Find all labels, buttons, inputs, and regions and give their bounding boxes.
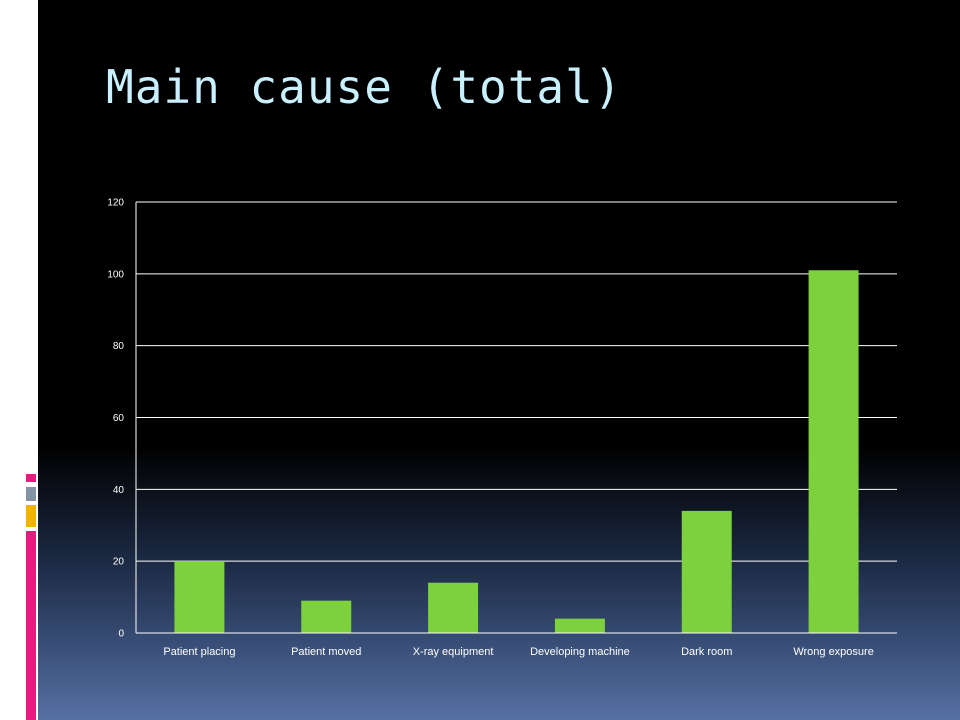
- y-tick-label: 60: [113, 413, 125, 424]
- gridlines: [136, 201, 897, 562]
- x-category-label: X-ray equipment: [413, 646, 494, 658]
- axes: [135, 202, 897, 634]
- accent-gray-block: [26, 487, 36, 501]
- slide-title: Main cause (total): [106, 60, 623, 114]
- axis-labels: 0 20 40 60 80 100 120 Patient placing Patient mo…: [107, 198, 874, 659]
- accent-pink-bar: [26, 531, 36, 720]
- y-tick-label: 0: [118, 629, 124, 640]
- bar: [174, 561, 225, 633]
- y-tick-label: 40: [113, 485, 125, 496]
- bar: [554, 618, 605, 633]
- bar: [808, 270, 859, 633]
- y-tick-label: 100: [107, 269, 124, 280]
- x-category-label: Patient placing: [163, 646, 235, 658]
- accent-pink-small-block: [26, 474, 36, 482]
- bar: [428, 582, 479, 633]
- x-category-label: Wrong exposure: [793, 646, 874, 658]
- y-tick-label: 80: [113, 341, 125, 352]
- y-tick-label: 120: [107, 198, 124, 209]
- x-category-label: Dark room: [681, 646, 732, 658]
- y-tick-label: 20: [113, 557, 125, 568]
- x-category-label: Patient moved: [291, 646, 361, 658]
- bars: [174, 270, 859, 633]
- x-category-label: Developing machine: [530, 646, 630, 658]
- bar: [301, 600, 352, 633]
- accent-yellow-block: [26, 505, 36, 527]
- bar: [681, 510, 732, 633]
